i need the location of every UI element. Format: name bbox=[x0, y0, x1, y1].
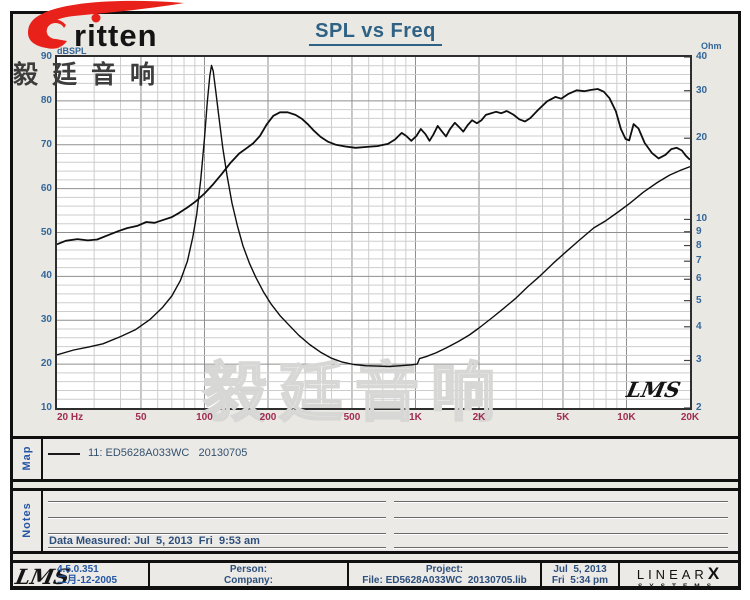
note-rule bbox=[394, 501, 728, 502]
notes-section: Notes Data Measured: Jul 5, 2013 Fri 9:5… bbox=[10, 488, 741, 554]
y-right-tick-label: 2 bbox=[696, 402, 702, 413]
project-file-cell: Project: File: ED5628A033WC 20130705.lib bbox=[349, 563, 540, 586]
company-label: Company: bbox=[224, 575, 273, 586]
report-time: Fri 5:34 pm bbox=[551, 575, 609, 586]
lms-chart-logo: LMS bbox=[624, 377, 683, 402]
linearx-name: LINEAR bbox=[636, 567, 708, 582]
logo-e-icon bbox=[35, 18, 67, 49]
y-left-tick-label: 40 bbox=[40, 270, 52, 282]
y-left-tick-label: 30 bbox=[40, 314, 52, 326]
linearx-systems: SYSTEMS bbox=[637, 583, 719, 590]
logo-i-dot-icon bbox=[91, 13, 101, 23]
y-right-tick-label: 6 bbox=[696, 273, 702, 285]
y-right-tick-label: 4 bbox=[696, 320, 702, 332]
page-title: SPL vs Freq bbox=[309, 20, 442, 46]
date-cell: Jul 5, 2013 Fri 5:34 pm bbox=[542, 563, 618, 586]
chart-grid bbox=[57, 57, 690, 408]
y-left-tick-label: 60 bbox=[40, 182, 52, 194]
notes-label-cell: Notes bbox=[13, 491, 43, 551]
file-label: File: ED5628A033WC 20130705.lib bbox=[362, 575, 527, 586]
person-company-cell: Person: Company: bbox=[150, 563, 347, 586]
note-rule bbox=[394, 533, 728, 534]
notes-label: Notes bbox=[21, 502, 33, 538]
y-left-tick-label: 80 bbox=[40, 94, 52, 106]
person-label: Person: bbox=[229, 564, 268, 575]
y-left-axis-label: dBSPL bbox=[57, 46, 87, 56]
x-tick-label: 20K bbox=[680, 412, 700, 423]
y-right-tick-label: 20 bbox=[696, 132, 708, 144]
map-section: Map 11: ED5628A033WC 20130705 bbox=[10, 436, 741, 482]
note-rule bbox=[394, 547, 728, 548]
y-right-axis-label: Ohm bbox=[701, 41, 722, 51]
y-left-tick-label: 70 bbox=[40, 138, 52, 150]
map-label-cell: Map bbox=[13, 439, 43, 479]
footer-divider bbox=[148, 563, 150, 586]
note-rule bbox=[48, 533, 386, 534]
x-tick-label: 2K bbox=[472, 412, 486, 423]
x-tick-label: 50 bbox=[135, 412, 147, 423]
x-tick-label: 1K bbox=[409, 412, 422, 423]
footer-divider bbox=[347, 563, 349, 586]
y-right-tick-label: 8 bbox=[696, 239, 702, 251]
chart-plot-area bbox=[55, 55, 692, 410]
footer-divider bbox=[618, 563, 620, 586]
y-right-tick-label: 3 bbox=[696, 354, 702, 366]
logo-swoosh-icon bbox=[28, 0, 184, 49]
linearx-x: X bbox=[707, 564, 720, 583]
y-right-tick-label: 10 bbox=[696, 213, 708, 225]
note-rule bbox=[394, 517, 728, 518]
y-right-tick-label: 9 bbox=[696, 225, 702, 237]
software-version: 4.5.0.351 bbox=[57, 564, 99, 575]
x-tick-label: 20 Hz bbox=[57, 412, 84, 423]
legend-line-swatch bbox=[48, 453, 80, 455]
y-right-tick-label: 30 bbox=[696, 84, 708, 96]
software-version-date: 二月-12-2005 bbox=[57, 575, 118, 586]
y-right-tick-label: 40 bbox=[696, 51, 708, 62]
project-label: Project: bbox=[425, 564, 464, 575]
note-rule bbox=[48, 517, 386, 518]
footer-bar: LMS 4.5.0.351 二月-12-2005 Person: Company… bbox=[10, 560, 741, 590]
note-rule bbox=[48, 501, 386, 502]
company-chinese-name: 毅廷音响 bbox=[13, 61, 170, 89]
y-left-tick-label: 20 bbox=[40, 358, 52, 370]
y-left-tick-label: 10 bbox=[40, 402, 52, 413]
x-tick-label: 200 bbox=[259, 412, 277, 423]
y-left-tick-label: 90 bbox=[40, 51, 52, 62]
linearx-logo: LINEARX SYSTEMS bbox=[618, 564, 738, 590]
map-label: Map bbox=[21, 445, 33, 471]
x-tick-label: 500 bbox=[343, 412, 361, 423]
x-tick-label: 100 bbox=[196, 412, 213, 423]
legend-entry: 11: ED5628A033WC 20130705 bbox=[88, 447, 248, 459]
report-date: Jul 5, 2013 bbox=[553, 564, 607, 575]
logo-wordmark: ritten bbox=[74, 18, 158, 53]
y-left-tick-label: 50 bbox=[40, 226, 52, 238]
y-right-tick-label: 7 bbox=[696, 255, 702, 267]
x-tick-label: 10K bbox=[617, 412, 636, 423]
note-rule bbox=[48, 547, 386, 548]
y-right-tick-label: 5 bbox=[696, 294, 702, 306]
x-tick-label: 5K bbox=[556, 412, 570, 423]
eritten-logo: ritten bbox=[28, 0, 184, 53]
footer-divider bbox=[540, 563, 542, 586]
data-measured-text: Data Measured: Jul 5, 2013 Fri 9:53 am bbox=[49, 535, 260, 547]
